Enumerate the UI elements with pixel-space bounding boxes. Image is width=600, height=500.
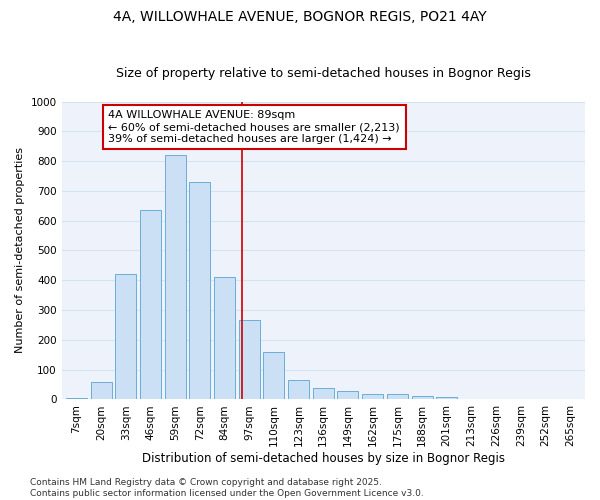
- Bar: [66, 398, 87, 400]
- Y-axis label: Number of semi-detached properties: Number of semi-detached properties: [15, 148, 25, 354]
- Bar: [436, 397, 457, 400]
- Text: 4A, WILLOWHALE AVENUE, BOGNOR REGIS, PO21 4AY: 4A, WILLOWHALE AVENUE, BOGNOR REGIS, PO2…: [113, 10, 487, 24]
- Bar: [140, 210, 161, 400]
- Text: 4A WILLOWHALE AVENUE: 89sqm
← 60% of semi-detached houses are smaller (2,213)
39: 4A WILLOWHALE AVENUE: 89sqm ← 60% of sem…: [109, 110, 400, 144]
- Title: Size of property relative to semi-detached houses in Bognor Regis: Size of property relative to semi-detach…: [116, 66, 531, 80]
- Bar: [412, 396, 433, 400]
- Text: Contains HM Land Registry data © Crown copyright and database right 2025.
Contai: Contains HM Land Registry data © Crown c…: [30, 478, 424, 498]
- Bar: [263, 352, 284, 400]
- Bar: [115, 274, 136, 400]
- Bar: [288, 380, 309, 400]
- Bar: [239, 320, 260, 400]
- Bar: [91, 382, 112, 400]
- Bar: [387, 394, 408, 400]
- Bar: [164, 155, 185, 400]
- Bar: [337, 391, 358, 400]
- Bar: [214, 278, 235, 400]
- X-axis label: Distribution of semi-detached houses by size in Bognor Regis: Distribution of semi-detached houses by …: [142, 452, 505, 465]
- Bar: [190, 182, 211, 400]
- Bar: [313, 388, 334, 400]
- Bar: [362, 394, 383, 400]
- Bar: [461, 398, 482, 400]
